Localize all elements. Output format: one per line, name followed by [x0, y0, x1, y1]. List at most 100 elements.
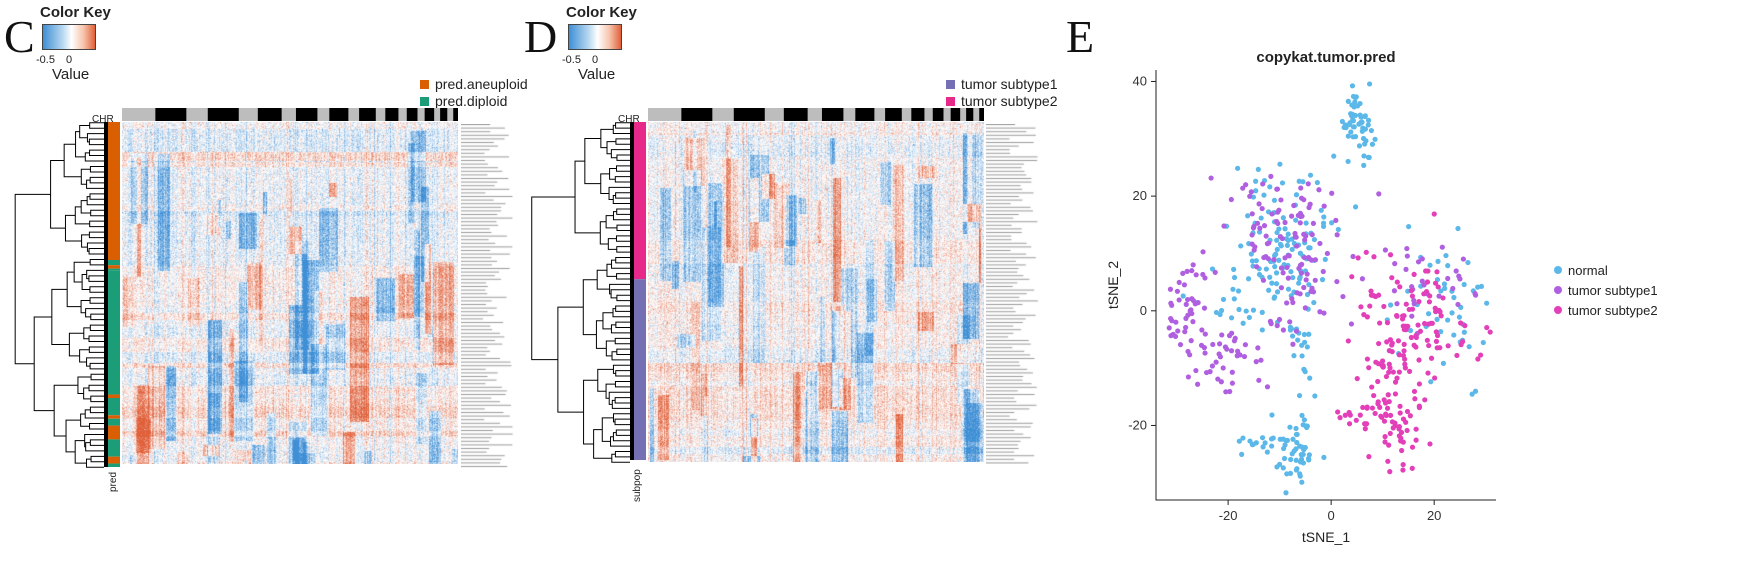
- scatter-point: [1419, 278, 1425, 284]
- scatter-point: [1484, 300, 1490, 306]
- scatter-point: [1322, 256, 1328, 263]
- chr-segment: [257, 108, 282, 121]
- scatter-point: [1294, 243, 1300, 249]
- scatter-point: [1434, 316, 1440, 322]
- dendrogram-branch: [616, 294, 630, 302]
- scatter-point: [1394, 313, 1400, 319]
- scatter-point: [1371, 392, 1377, 399]
- scatter-point: [1427, 441, 1433, 447]
- dendrogram-branch: [611, 399, 630, 409]
- scatter-point: [1382, 247, 1389, 253]
- scatter-point: [1362, 126, 1369, 132]
- scatter-point: [1218, 307, 1225, 314]
- chr-segment: [375, 108, 386, 121]
- scatter-point: [1302, 369, 1308, 375]
- chr-segment: [359, 108, 377, 121]
- scatter-point: [1298, 185, 1304, 191]
- scatter-point: [1304, 344, 1310, 350]
- scatter-point: [1321, 214, 1327, 220]
- scatter-point: [1400, 416, 1407, 422]
- scatter-point: [1281, 445, 1287, 452]
- dendrogram-branch: [90, 313, 104, 321]
- scatter-point: [1269, 211, 1275, 217]
- chr-segment: [281, 108, 297, 121]
- scatter-point: [1435, 258, 1441, 264]
- scatter-point: [1480, 339, 1486, 346]
- scatter-point: [1294, 439, 1300, 446]
- scatter-point: [1284, 242, 1290, 248]
- scatter-point: [1242, 342, 1249, 348]
- scatter-point: [1219, 332, 1225, 338]
- scatter-point: [1307, 172, 1314, 178]
- scatter-point: [1484, 324, 1490, 331]
- scatter-point: [1442, 285, 1448, 291]
- scatter-point: [1436, 307, 1442, 313]
- scatter-point: [1275, 220, 1281, 227]
- scatter-point: [1400, 352, 1407, 359]
- scatter-point: [1311, 299, 1317, 306]
- scatter-point: [1364, 356, 1371, 362]
- scatter-point: [1434, 332, 1441, 339]
- dendrogram-branch: [614, 176, 630, 183]
- scatter-point: [1397, 403, 1403, 409]
- scatter-point: [1235, 288, 1242, 294]
- scatter-point: [1304, 291, 1311, 298]
- row-annotation-segment: [634, 122, 646, 280]
- scatter-point: [1305, 254, 1312, 261]
- legend-label: pred.diploid: [435, 93, 508, 109]
- dendrogram-branch: [90, 395, 104, 403]
- scatter-point: [1266, 240, 1272, 246]
- scatter-point: [1392, 261, 1398, 267]
- y-tick-label: 0: [1140, 303, 1147, 318]
- color-key-tick-left-c: -0.5: [36, 54, 55, 66]
- color-key-title-d: Color Key: [566, 4, 637, 21]
- scatter-point: [1287, 424, 1293, 430]
- scatter-point: [1240, 320, 1246, 326]
- scatter-point: [1277, 241, 1284, 247]
- scatter-point: [1469, 391, 1475, 397]
- scatter-point: [1167, 315, 1174, 322]
- scatter-point: [1273, 281, 1280, 287]
- scatter-point: [1284, 300, 1290, 306]
- scatter-point: [1390, 425, 1396, 431]
- y-axis-label: tSNE_2: [1105, 261, 1121, 309]
- scatter-point: [1209, 363, 1215, 369]
- scatter-point: [1342, 412, 1348, 418]
- scatter-point: [1415, 322, 1421, 328]
- dendrogram-branch: [80, 168, 91, 185]
- dendrogram-branch: [602, 312, 614, 330]
- scatter-point: [1256, 377, 1262, 383]
- scatter-point: [1387, 302, 1394, 308]
- dendrogram-branch: [86, 357, 104, 367]
- chr-segment: [447, 108, 454, 121]
- color-key-value-label-c: Value: [52, 66, 90, 83]
- chr-segment: [973, 108, 980, 121]
- dendrogram-branch: [89, 176, 104, 184]
- color-key-bar-c: [42, 24, 96, 50]
- scatter-point: [1240, 185, 1246, 191]
- scatter-point: [1287, 319, 1293, 325]
- chr-segment: [979, 108, 984, 121]
- color-key-tick-left-d: -0.5: [562, 54, 581, 66]
- scatter-point: [1229, 380, 1235, 386]
- dendrogram-branch: [615, 370, 630, 377]
- scatter-point: [1320, 268, 1326, 275]
- scatter-point: [1453, 268, 1459, 274]
- dendrogram-branch: [68, 332, 84, 357]
- scatter-point: [1260, 181, 1266, 187]
- scatter-point: [1282, 226, 1288, 232]
- chr-segment: [424, 108, 435, 121]
- dendrogram-branch: [600, 173, 610, 194]
- scatter-point: [1345, 133, 1351, 139]
- scatter-point: [1228, 348, 1235, 354]
- scatter-point: [1404, 253, 1410, 259]
- scatter-point: [1350, 134, 1356, 140]
- row-annotation-segment: [108, 398, 120, 416]
- scatter-point: [1358, 304, 1364, 310]
- scatter-point: [1296, 392, 1303, 399]
- scatter-point: [1426, 299, 1433, 305]
- dendrogram-branch: [615, 122, 630, 129]
- chr-segment: [924, 108, 934, 121]
- scatter-point: [1334, 278, 1340, 285]
- scatter-point: [1394, 301, 1400, 307]
